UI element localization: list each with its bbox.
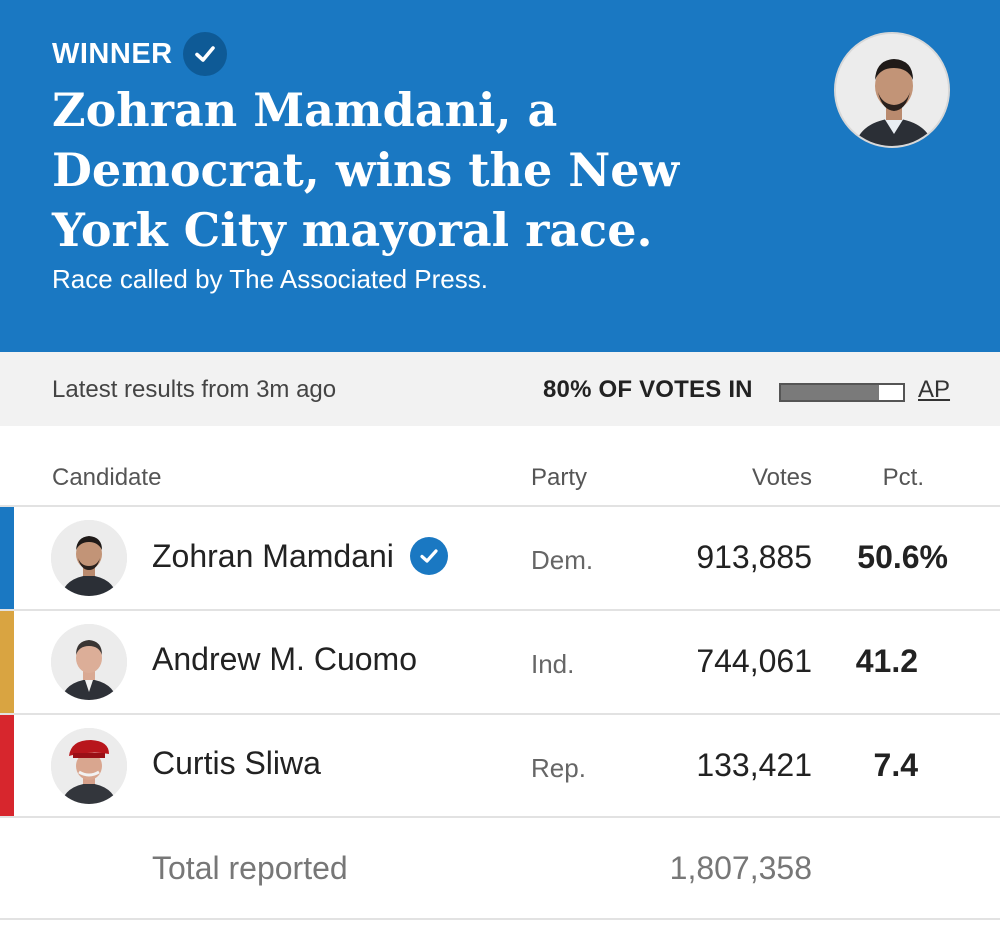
column-header-pct: Pct. bbox=[882, 464, 924, 491]
avatar bbox=[51, 728, 127, 804]
winner-banner: WINNER Zohran Mamdani, a Democrat, wins … bbox=[0, 0, 1000, 352]
votes-in-label: 80% OF VOTES IN bbox=[543, 376, 753, 403]
table-row: Curtis Sliwa Rep. 133,421 7.4 bbox=[0, 713, 1000, 817]
candidate-name-text: Andrew M. Cuomo bbox=[152, 641, 417, 677]
votes-in-progress-bar bbox=[779, 383, 905, 402]
page-title: Zohran Mamdani, a Democrat, wins the New… bbox=[52, 83, 680, 257]
check-icon bbox=[182, 32, 227, 76]
candidate-name: Andrew M. Cuomo bbox=[152, 641, 417, 678]
total-label: Total reported bbox=[152, 850, 348, 886]
winner-row: WINNER bbox=[52, 32, 227, 76]
vote-percent: 50.6% bbox=[857, 539, 948, 575]
progress-fill bbox=[781, 385, 879, 400]
avatar bbox=[51, 624, 127, 700]
vote-percent: 41.2 bbox=[855, 643, 918, 679]
avatar bbox=[51, 520, 127, 596]
votes: 913,885 bbox=[696, 539, 812, 575]
party: Rep. bbox=[531, 753, 586, 783]
winner-check-icon bbox=[409, 537, 448, 575]
party: Dem. bbox=[531, 545, 594, 575]
table-row: Andrew M. Cuomo Ind. 744,061 41.2 bbox=[0, 609, 1000, 713]
candidate-name: Curtis Sliwa bbox=[152, 745, 321, 782]
ap-source-link[interactable]: AP bbox=[918, 376, 951, 403]
column-header-candidate: Candidate bbox=[52, 464, 162, 491]
column-header-party: Party bbox=[531, 464, 588, 491]
column-header-votes: Votes bbox=[751, 464, 812, 491]
total-votes: 1,807,358 bbox=[669, 850, 812, 886]
votes: 744,061 bbox=[696, 643, 812, 679]
results-status-bar: Latest results from 3m ago 80% OF VOTES … bbox=[0, 352, 1000, 426]
last-updated: Latest results from 3m ago bbox=[52, 376, 337, 403]
winner-avatar bbox=[834, 32, 950, 148]
party-color-stripe bbox=[0, 715, 14, 817]
winner-label: WINNER bbox=[52, 37, 173, 70]
candidate-name-text: Zohran Mamdani bbox=[152, 537, 394, 574]
votes: 133,421 bbox=[696, 747, 812, 783]
race-call-note: Race called by The Associated Press. bbox=[52, 264, 488, 294]
candidate-name-text: Curtis Sliwa bbox=[152, 745, 321, 781]
total-row: Total reported 1,807,358 bbox=[0, 816, 1000, 920]
candidate-name: Zohran Mamdani bbox=[152, 537, 448, 575]
vote-percent: 7.4 bbox=[873, 747, 918, 783]
party-color-stripe bbox=[0, 611, 14, 713]
party-color-stripe bbox=[0, 507, 14, 609]
party: Ind. bbox=[531, 649, 575, 679]
table-row: Zohran Mamdani Dem. 913,885 50.6% bbox=[0, 505, 1000, 609]
